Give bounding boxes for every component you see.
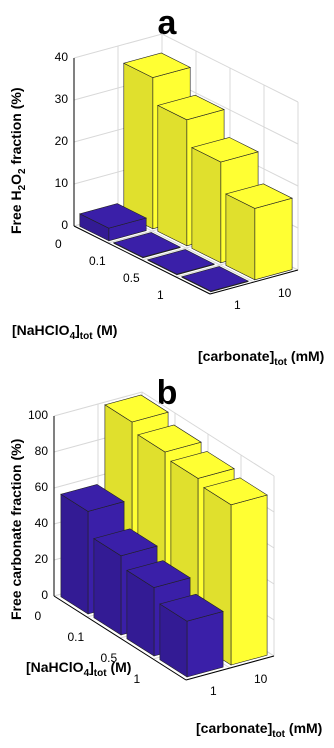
y-tick-label: 10 (54, 176, 68, 190)
bar-top-face (122, 52, 192, 78)
y-axis-label: Free H2O2 fraction (%) (8, 87, 28, 234)
y-tick-label: 100 (27, 408, 48, 422)
bar-top-face (156, 94, 225, 121)
bar-top-face (159, 593, 224, 622)
bar (225, 183, 293, 281)
x-axis-line (73, 225, 211, 295)
chart-b-svg (53, 391, 275, 681)
bar-top-face (112, 232, 181, 258)
y-tick-label: 20 (34, 552, 48, 566)
bar (112, 232, 181, 259)
z-tick-label: 10 (278, 286, 292, 300)
z-tick-label: 1 (210, 684, 217, 698)
bar (159, 593, 224, 678)
x-axis-label: [NaHClO4]tot (M) (26, 659, 132, 679)
bar-front-face (186, 611, 224, 678)
panel-label: b (156, 374, 178, 412)
x-tick-label: 0 (34, 608, 42, 623)
y-tick-label: 0 (61, 218, 68, 232)
panel-b: b Free carbonate fraction (%) [NaHClO4]t… (0, 374, 334, 748)
y-tick-label: 0 (41, 588, 48, 602)
bars (60, 394, 268, 678)
bar-top-face (104, 394, 169, 423)
bar-side-face (60, 493, 89, 615)
x-tick-label: 0.1 (89, 253, 106, 268)
z-axis-label: [carbonate]tot (mM) (198, 348, 325, 368)
bar-top-face (78, 203, 148, 229)
y-tick-label: 20 (54, 134, 68, 148)
bar-top-face (203, 477, 268, 506)
bar-top-face (60, 484, 125, 512)
chart-a-svg (73, 33, 299, 295)
y-tick-label: 40 (54, 50, 68, 64)
bar-side-face (157, 104, 188, 247)
bar-front-face (254, 197, 293, 281)
x-tick-label: 0.5 (100, 650, 118, 665)
bar-top-face (170, 451, 235, 479)
bar-top-face (147, 249, 215, 275)
bar-top-face (126, 560, 191, 588)
bar-top-face (181, 266, 249, 292)
bar (78, 203, 148, 242)
y-tick-label: 40 (34, 516, 48, 530)
bar-front-face (230, 494, 268, 666)
bars (78, 52, 293, 293)
bar-side-face (225, 193, 256, 281)
y-tick-label: 60 (34, 480, 48, 494)
bar (203, 477, 268, 666)
panel-label: a (157, 4, 177, 42)
bar-top-face (93, 528, 158, 557)
x-axis-label: [NaHClO4]tot (M) (12, 322, 118, 342)
bar-top-face (225, 183, 293, 209)
x-tick-label: 0.5 (123, 270, 140, 285)
bar-top-face (137, 424, 202, 453)
z-tick-label: 10 (254, 672, 268, 686)
bar (181, 266, 249, 293)
x-tick-label: 1 (133, 671, 141, 686)
x-tick-label: 0.1 (67, 629, 85, 644)
z-axis-line (209, 269, 299, 295)
z-axis-line (185, 655, 275, 681)
bar-side-face (191, 147, 222, 264)
z-axis-label: [carbonate]tot (mM) (196, 720, 323, 740)
y-tick-label: 80 (34, 444, 48, 458)
bar-top-face (191, 137, 259, 163)
bar-side-face (123, 62, 154, 230)
y-tick-label: 30 (54, 92, 68, 106)
panel-a: a Free H2O2 fraction (%) [NaHClO4]tot (M… (8, 4, 325, 368)
z-tick-label: 1 (234, 298, 241, 312)
bar (147, 249, 215, 276)
x-axis-line (53, 595, 187, 681)
x-tick-label: 1 (157, 287, 164, 302)
x-tick-label: 0 (55, 236, 62, 251)
